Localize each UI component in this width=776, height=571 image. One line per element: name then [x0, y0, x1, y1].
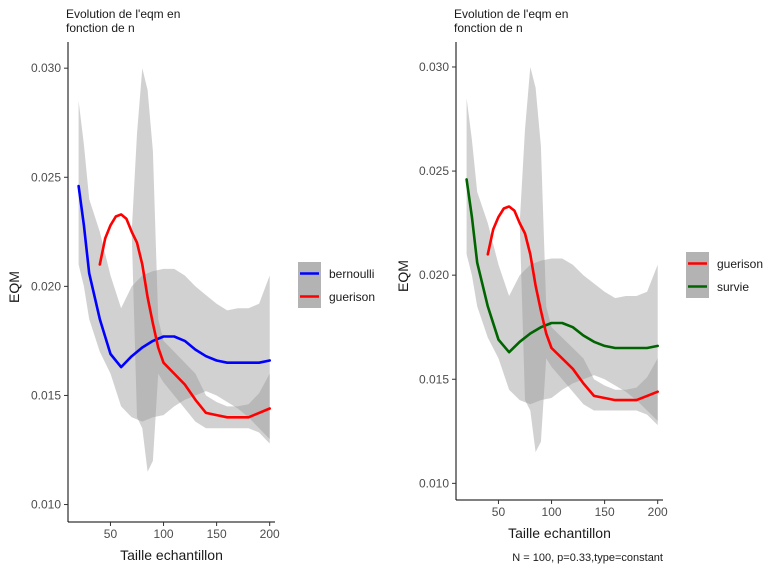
ribbon-bernoulli — [78, 100, 270, 440]
x-tick-label: 200 — [260, 527, 280, 541]
x-axis-label: Taille echantillon — [508, 525, 611, 541]
y-tick-label: 0.025 — [419, 164, 449, 178]
x-tick-label: 150 — [207, 527, 227, 541]
chart-caption: N = 100, p=0.33,type=constant — [512, 552, 663, 564]
y-tick-label: 0.010 — [419, 476, 449, 490]
legend-label-survie: survie — [717, 280, 749, 294]
legend-label-guerison: guerison — [717, 257, 763, 271]
y-tick-label: 0.025 — [31, 170, 61, 184]
y-tick-label: 0.030 — [31, 61, 61, 75]
y-tick-label: 0.015 — [31, 388, 61, 402]
series-line-guerison — [486, 205, 659, 402]
y-axis-label: EQM — [395, 260, 411, 292]
x-axis-label: Taille echantillon — [120, 547, 223, 563]
chart-title: Evolution de l'eqm en fonction de n — [66, 7, 180, 35]
x-tick-label: 100 — [154, 527, 174, 541]
series-line-guerison — [98, 213, 271, 419]
x-tick-label: 50 — [492, 505, 506, 519]
ribbon-guerison — [487, 67, 658, 453]
y-tick-label: 0.015 — [419, 372, 449, 386]
x-tick-label: 100 — [542, 505, 562, 519]
ribbon-guerison — [99, 68, 270, 472]
y-tick-label: 0.010 — [31, 498, 61, 512]
chart-panel-1: Evolution de l'eqm en fonction de n 0.010 0… — [6, 7, 375, 563]
x-tick-label: 50 — [104, 527, 118, 541]
legend-label-bernoulli: bernoulli — [329, 267, 374, 281]
chart-panel-2: Evolution de l'eqm en fonction de n 0.010 0… — [395, 7, 763, 541]
legend-label-guerison: guerison — [329, 290, 375, 304]
x-tick-label: 150 — [595, 505, 615, 519]
y-tick-label: 0.020 — [31, 279, 61, 293]
ribbon-survie — [466, 98, 658, 421]
chart-title: Evolution de l'eqm en fonction de n — [454, 7, 568, 35]
y-tick-label: 0.020 — [419, 268, 449, 282]
y-axis-label: EQM — [6, 271, 22, 303]
x-tick-label: 200 — [648, 505, 668, 519]
series-line-bernoulli — [77, 184, 271, 369]
series-line-survie — [465, 178, 659, 354]
y-tick-label: 0.030 — [419, 60, 449, 74]
